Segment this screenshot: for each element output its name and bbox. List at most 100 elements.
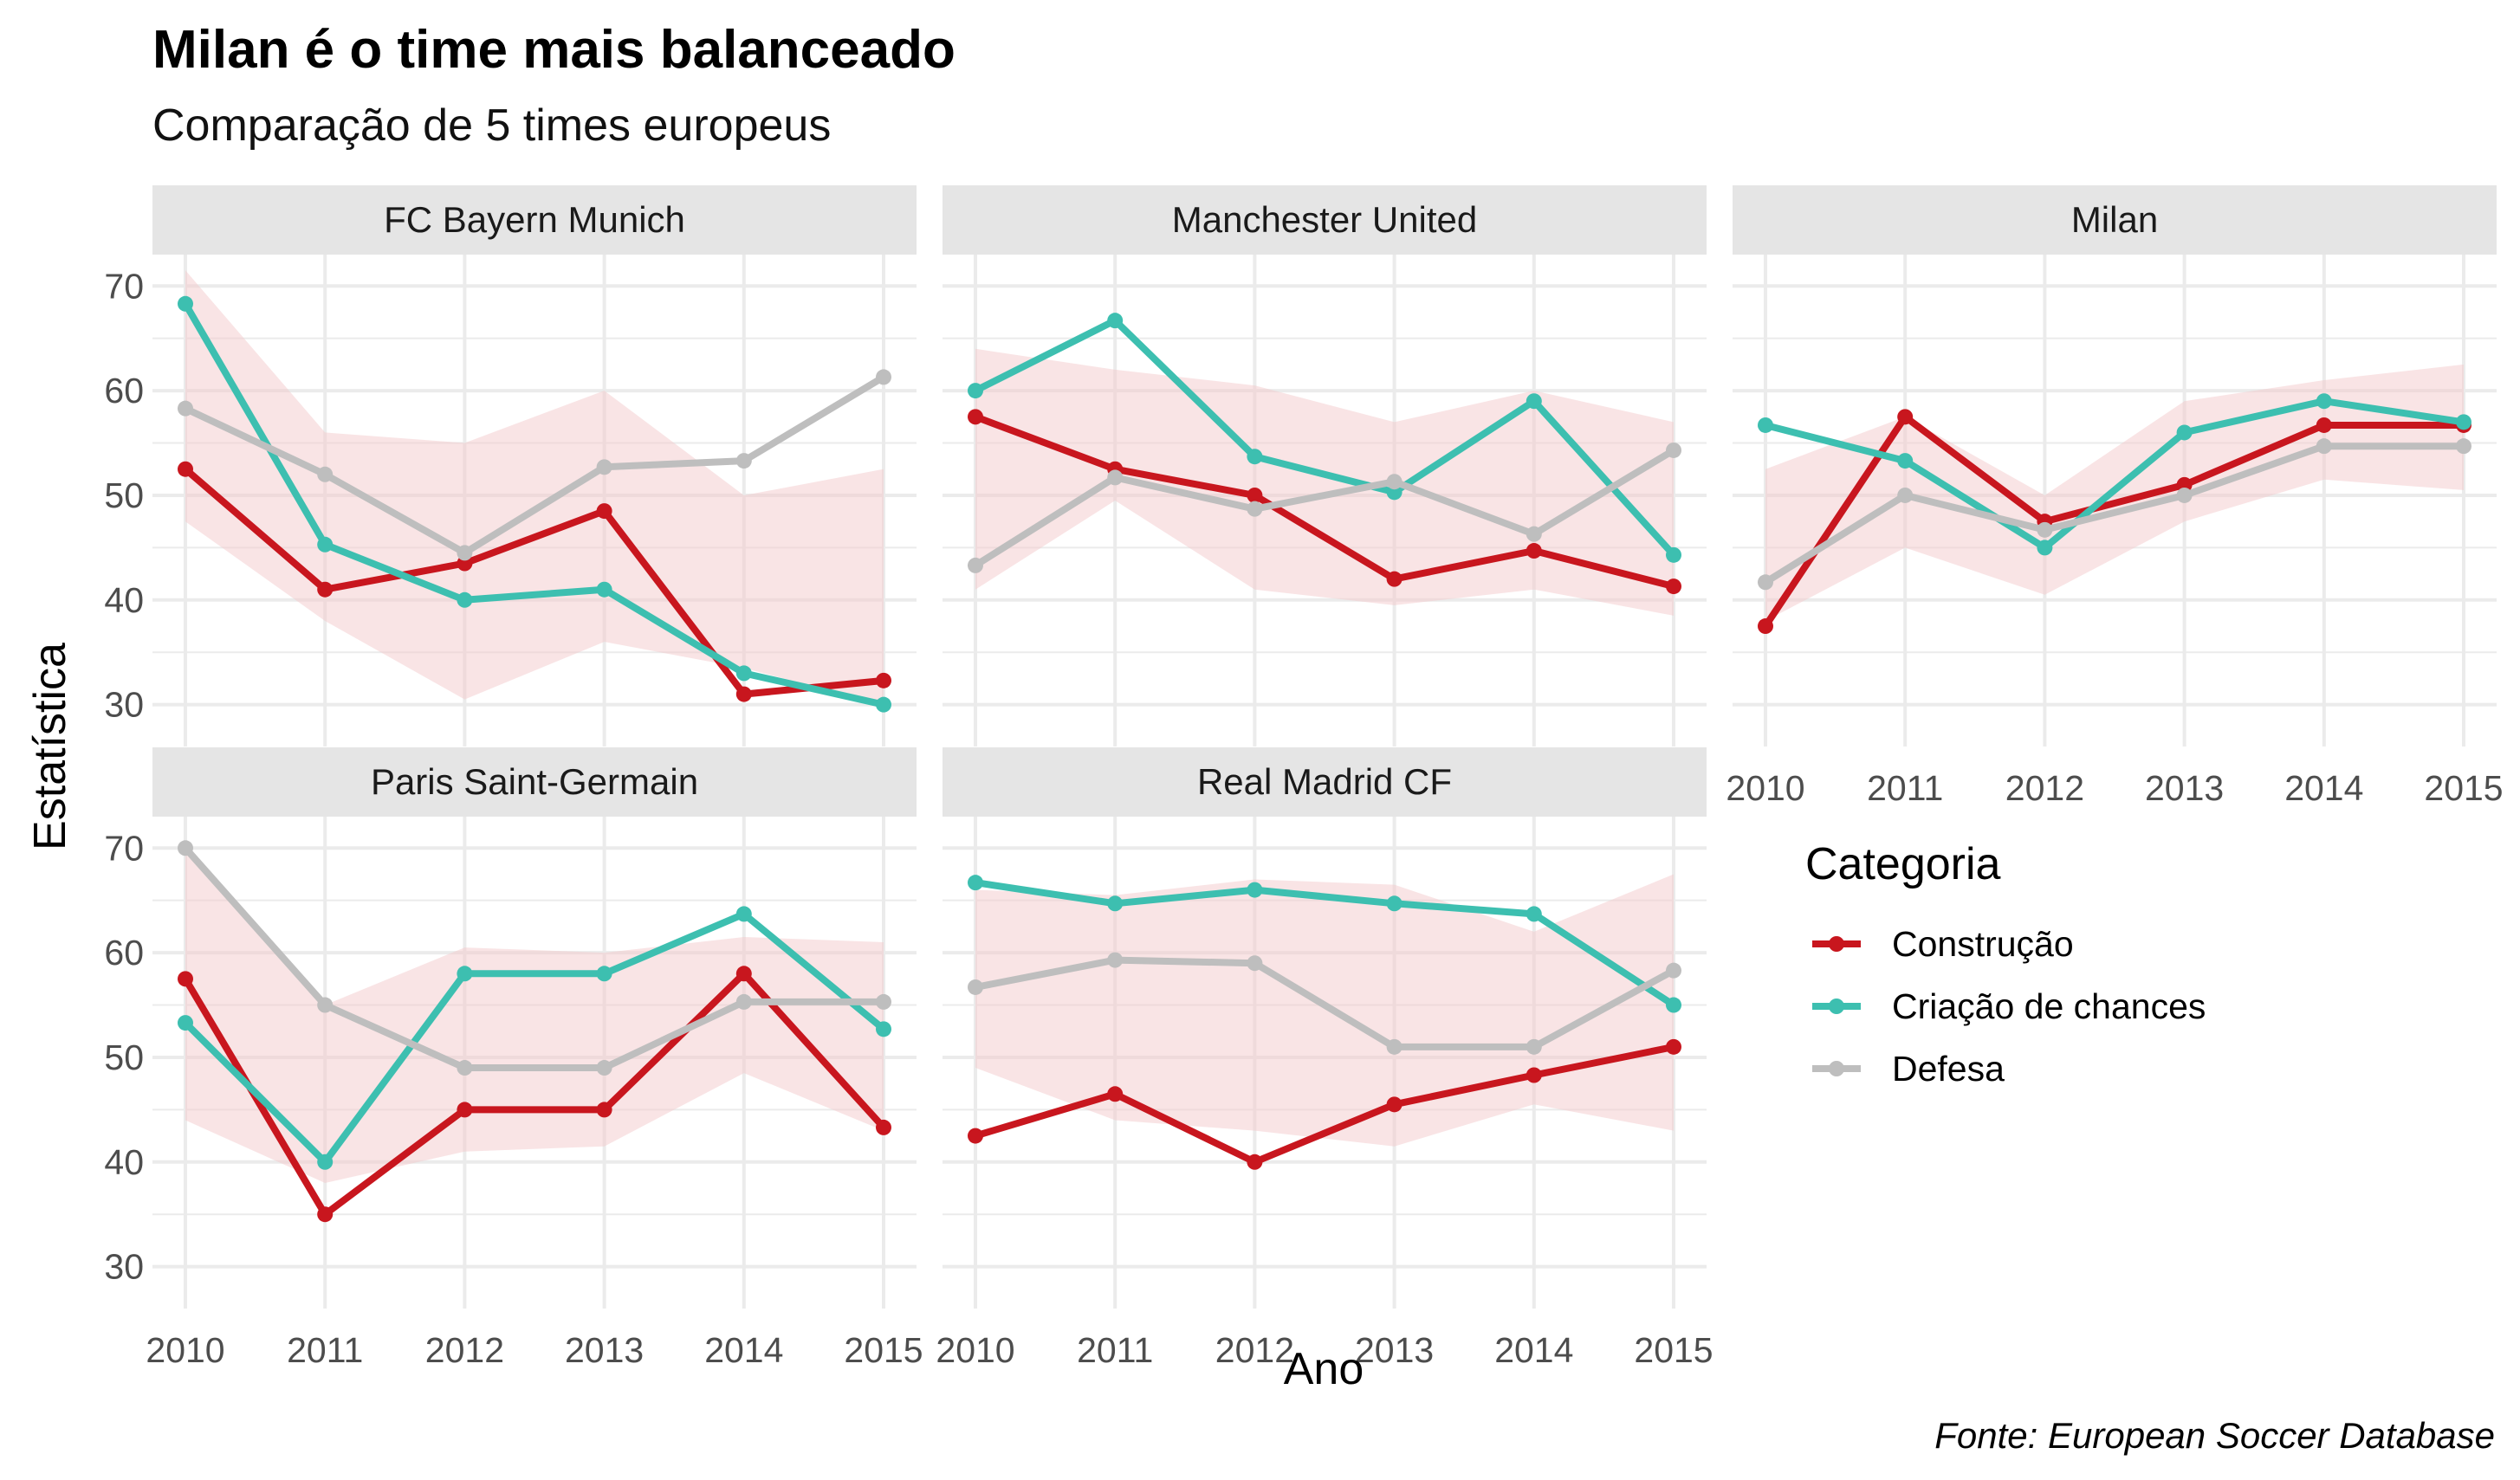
series-criacao-de-chances [968, 875, 1681, 1013]
data-point [596, 1102, 612, 1118]
data-point [178, 1015, 193, 1031]
series-line [974, 317, 1676, 558]
data-point [2456, 414, 2471, 430]
data-point [317, 997, 334, 1013]
data-point [735, 906, 752, 922]
series-construcao [968, 1038, 1681, 1170]
data-point [735, 993, 752, 1010]
data-point [1107, 313, 1124, 329]
legend-key-point [1829, 999, 1844, 1014]
y-tick-label: 40 [104, 580, 144, 620]
x-tick-label: 2012 [1215, 1330, 1294, 1370]
data-point [968, 557, 983, 573]
data-point [968, 1128, 983, 1144]
data-point [968, 875, 983, 891]
series-defesa [968, 442, 1681, 573]
data-point [876, 369, 891, 385]
data-point [735, 966, 752, 982]
data-point [1107, 1086, 1124, 1102]
series-defesa [1758, 438, 2471, 591]
legend-key-point [1829, 936, 1844, 952]
data-point [876, 1021, 891, 1037]
data-point [1758, 574, 1773, 591]
data-point [457, 1102, 473, 1118]
panel-real-madrid-cf: Real Madrid CF 2010 2011 2012 2013 2014 2015 [936, 747, 1713, 1370]
data-point [1526, 1038, 1542, 1055]
series-defesa [968, 952, 1681, 1055]
data-point [178, 840, 193, 856]
x-tick-label: 2012 [2005, 768, 2084, 808]
y-tick-label: 70 [104, 828, 144, 868]
data-point [1526, 526, 1542, 542]
facet-strip [152, 185, 917, 255]
data-point [968, 409, 983, 425]
series-line [975, 879, 1676, 1008]
data-point [1386, 1038, 1403, 1055]
y-tick-label: 30 [104, 1247, 144, 1287]
data-point [1666, 962, 1681, 979]
data-point [1526, 906, 1542, 922]
facet-strip [152, 747, 917, 817]
data-point [1666, 442, 1681, 458]
data-point [1107, 895, 1124, 912]
series-criacao-de-chances [178, 295, 891, 713]
x-tick-label: 2011 [1867, 768, 1943, 808]
data-point [876, 696, 891, 713]
y-tick-label: 30 [104, 685, 144, 725]
data-point [317, 536, 334, 553]
data-point [457, 545, 473, 561]
x-tick-label: 2013 [2145, 768, 2224, 808]
series-line [183, 910, 886, 1166]
data-point [596, 581, 612, 598]
x-axis-title: Ano [1284, 1344, 1364, 1394]
facet-strip [1733, 185, 2497, 255]
data-point [735, 665, 752, 682]
series-line [1763, 443, 2464, 585]
x-tick-label: 2010 [936, 1330, 1014, 1370]
data-point [596, 966, 612, 982]
data-point [2037, 521, 2053, 538]
series-construcao [968, 409, 1681, 595]
data-point [317, 466, 334, 482]
chart-title: Milan é o time mais balanceado [152, 20, 956, 80]
facet-strip-label: Manchester United [1172, 199, 1478, 240]
data-point [1758, 417, 1773, 433]
series-defesa [178, 369, 891, 561]
data-point [317, 1206, 334, 1223]
x-tick-label: 2015 [844, 1330, 923, 1370]
panel-fc-bayern-munich: FC Bayern Munich 30 40 50 60 70 [104, 185, 917, 746]
facet-strip [943, 747, 1707, 817]
data-point [2456, 438, 2471, 455]
series-line [1765, 397, 2465, 552]
data-point [2176, 424, 2193, 441]
data-point [178, 295, 193, 312]
series-line [974, 1043, 1675, 1166]
x-tick-label: 2010 [1726, 768, 1804, 808]
panel-milan: Milan 2010 2011 2012 2013 2014 2015 [1726, 185, 2504, 808]
series-defesa [178, 840, 891, 1076]
data-point [1758, 618, 1773, 635]
series-criacao-de-chances [178, 906, 891, 1170]
y-tick-label: 50 [104, 475, 144, 515]
data-point [1247, 1154, 1263, 1170]
x-tick-label: 2011 [1077, 1330, 1153, 1370]
facet-panels: FC Bayern Munich 30 40 50 60 70 Manchester Uni… [104, 185, 2504, 1370]
series-line [183, 845, 884, 1071]
x-tick-label: 2014 [1494, 1330, 1573, 1370]
facet-strip [943, 185, 1707, 255]
data-point [1666, 578, 1681, 595]
series-line [975, 956, 1675, 1050]
panel-paris-saint-germain: Paris Saint-Germain 30 40 50 60 70 2010 2011 201… [104, 747, 923, 1370]
data-point [876, 1119, 891, 1135]
data-point [1666, 546, 1681, 563]
series-construcao [178, 461, 891, 702]
x-tick-label: 2011 [287, 1330, 363, 1370]
data-point [968, 383, 983, 399]
data-point [178, 461, 193, 477]
data-point [596, 1060, 612, 1076]
confidence-ribbon [185, 270, 884, 705]
data-point [2037, 540, 2053, 556]
data-point [457, 1060, 473, 1076]
data-point [1386, 571, 1403, 587]
data-point [1666, 1038, 1681, 1055]
